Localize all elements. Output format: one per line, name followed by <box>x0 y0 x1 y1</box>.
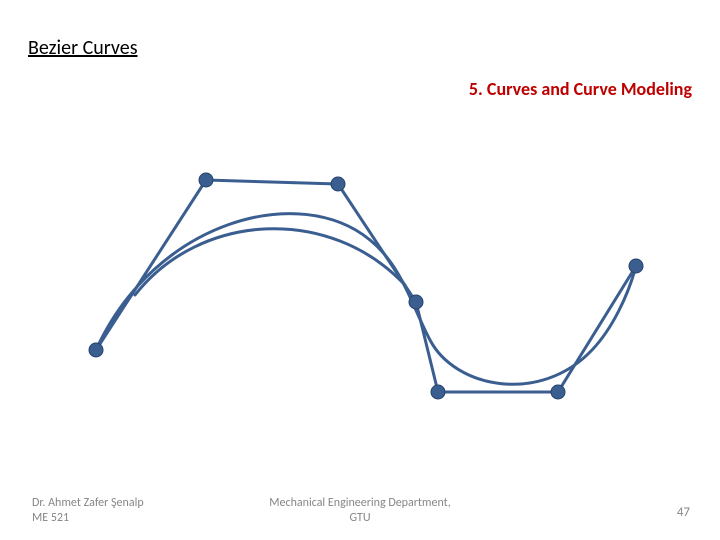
control-point <box>409 295 423 309</box>
footer-department-block: Mechanical Engineering Department, GTU <box>0 496 720 526</box>
aux-curve <box>135 229 405 295</box>
control-point <box>331 177 345 191</box>
page-number: 47 <box>677 505 690 520</box>
bezier-diagram <box>0 0 720 540</box>
control-point <box>431 385 445 399</box>
bezier-curve <box>96 214 636 385</box>
control-polygon-edge <box>206 180 338 184</box>
footer: Dr. Ahmet Zafer Şenalp ME 521 Mechanical… <box>0 486 720 526</box>
control-polygon-edge <box>96 180 206 350</box>
control-point <box>89 343 103 357</box>
control-point <box>551 385 565 399</box>
control-polygon-edge <box>558 266 636 392</box>
footer-dept-line1: Mechanical Engineering Department, <box>269 496 450 510</box>
slide: Bezier Curves 5. Curves and Curve Modeli… <box>0 0 720 540</box>
footer-dept-line2: GTU <box>349 511 370 525</box>
control-point <box>199 173 213 187</box>
control-point <box>629 259 643 273</box>
